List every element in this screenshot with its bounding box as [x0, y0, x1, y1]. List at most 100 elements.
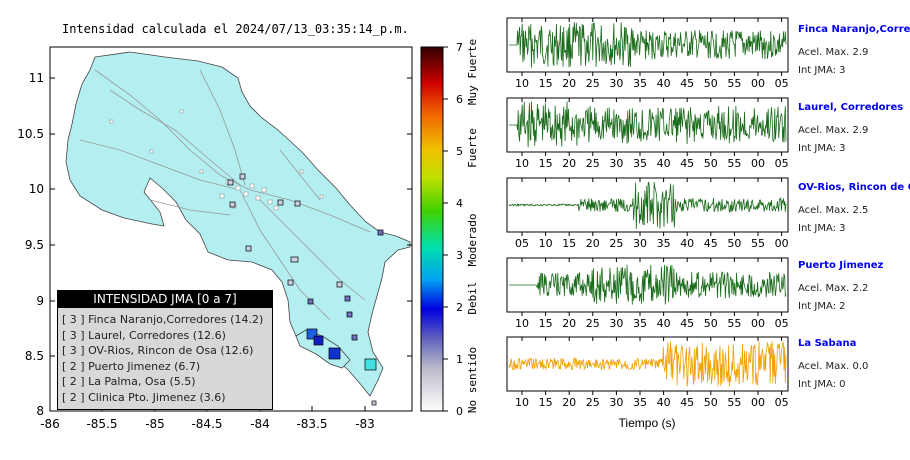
waveform-tick-label: 40 — [657, 77, 671, 90]
colorbar-label: Moderado — [466, 214, 479, 267]
waveform-tick-label: 35 — [633, 77, 647, 90]
station-intensity: Int JMA: 3 — [798, 223, 846, 234]
waveform-tick-label: 55 — [751, 237, 765, 250]
waveform-tick-label: 55 — [727, 317, 741, 330]
waveform-xlabel: Tiempo (s) — [619, 416, 676, 430]
map-y-tick-label: 11 — [29, 71, 44, 85]
colorbar-tick-label: 3 — [456, 249, 463, 262]
map-title: Intensidad calculada el 2024/07/13_03:35… — [62, 22, 409, 36]
station-intensity: Int JMA: 2 — [798, 301, 846, 312]
legend-item: [ 2 ] Clinica Pto. Jimenez (3.6) — [62, 390, 226, 404]
waveform-tick-label: 10 — [539, 237, 553, 250]
waveform-tick-label: 30 — [633, 237, 647, 250]
waveform-trace — [509, 22, 787, 68]
station-puerto-jimenez — [306, 328, 318, 340]
station-accel: Acel. Max. 2.9 — [798, 47, 869, 58]
waveform-tick-label: 15 — [539, 317, 553, 330]
station-accel: Acel. Max. 0.0 — [798, 361, 869, 372]
station-accel: Acel. Max. 2.9 — [798, 125, 869, 136]
colorbar-label: No sentido — [466, 347, 479, 413]
waveform-tick-label: 20 — [562, 317, 576, 330]
legend-item: [ 2 ] La Palma, Osa (5.5) — [62, 375, 196, 388]
station-name[interactable]: Finca Naranjo,Corredores — [798, 24, 910, 35]
waveform-tick-label: 35 — [633, 317, 647, 330]
map-y-tick-label: 8.5 — [25, 349, 44, 363]
station-name[interactable]: La Sabana — [798, 338, 857, 349]
intensity-legend: INTENSIDAD JMA [0 a 7] [ 3 ] Finca Naran… — [57, 290, 273, 410]
waveform-tick-label: 40 — [657, 157, 671, 170]
waveform-tick-label: 45 — [680, 77, 694, 90]
station-intensity: Int JMA: 3 — [798, 143, 846, 154]
map-x-axis: -86 -85.5 -85 -84.5 -84 -83.5 -83 — [40, 406, 375, 431]
map-x-tick-label: -84 — [250, 417, 270, 431]
waveform-tick-label: 20 — [562, 396, 576, 409]
legend-item: [ 3 ] Laurel, Corredores (12.6) — [62, 328, 226, 342]
station-intensity: Int JMA: 0 — [798, 379, 846, 390]
colorbar-tick-label: 7 — [456, 41, 463, 54]
waveform-tick-label: 15 — [562, 237, 576, 250]
waveform-tick-label: 00 — [751, 317, 765, 330]
map-x-tick-label: -83.5 — [296, 417, 327, 431]
waveform-tick-label: 45 — [680, 157, 694, 170]
waveform-tick-label: 55 — [727, 396, 741, 409]
waveform-tick-label: 05 — [775, 317, 789, 330]
waveform-tick-label: 25 — [586, 77, 600, 90]
map-y-tick-label: 10 — [29, 182, 44, 196]
legend-title: INTENSIDAD JMA [0 a 7] — [58, 291, 272, 308]
legend-list: [ 3 ] Finca Naranjo,Corredores (14.2) [ 3… — [58, 312, 272, 405]
waveform-tick-label: 20 — [562, 77, 576, 90]
waveform-tick-label: 10 — [515, 396, 529, 409]
waveform-tick-label: 25 — [609, 237, 623, 250]
station-la-palma — [313, 335, 324, 346]
station-clinica — [328, 347, 341, 360]
station-name[interactable]: OV-Rios, Rincon de Os — [798, 182, 910, 193]
waveform-tick-label: 15 — [539, 157, 553, 170]
colorbar-label: Debil — [466, 281, 479, 314]
station-name[interactable]: Laurel, Corredores — [798, 102, 904, 113]
station-accel: Acel. Max. 2.2 — [798, 283, 869, 294]
waveform-tick-label: 45 — [680, 396, 694, 409]
colorbar-label: Fuerte — [466, 128, 479, 168]
waveform-tick-label: 05 — [515, 237, 529, 250]
station-name[interactable]: Puerto Jimenez — [798, 260, 884, 271]
waveform-tick-label: 50 — [704, 317, 718, 330]
waveform-tick-label: 50 — [727, 237, 741, 250]
waveform-tick-label: 35 — [633, 396, 647, 409]
waveform-tick-label: 30 — [609, 396, 623, 409]
waveform-tick-label: 40 — [657, 396, 671, 409]
waveform-panels: 10 15 20 25 30 35 40 45 50 55 00 05 10 15 20 25 30 35 40 45… — [506, 17, 789, 409]
colorbar-tick-label: 5 — [456, 145, 463, 158]
waveform-tick-label: 05 — [775, 396, 789, 409]
waveform-tick-label: 40 — [680, 237, 694, 250]
waveform-tick-label: 25 — [586, 317, 600, 330]
legend-item: [ 3 ] OV-Rios, Rincon de Osa (12.6) — [62, 344, 254, 357]
waveform-tick-label: 00 — [751, 77, 765, 90]
waveform-trace — [508, 181, 787, 229]
colorbar-labels: Muy Fuerte Fuerte Moderado Debil No sentido — [466, 39, 479, 413]
waveform-tick-label: 35 — [657, 237, 671, 250]
waveform-tick-label: 15 — [539, 396, 553, 409]
station-intensity: Int JMA: 3 — [798, 65, 846, 76]
waveform-tick-label: 40 — [657, 317, 671, 330]
waveform-tick-label: 00 — [751, 396, 765, 409]
waveform-tick-label: 30 — [609, 317, 623, 330]
legend-item: [ 2 ] Puerto Jimenez (6.7) — [62, 359, 201, 373]
waveform-tick-label: 30 — [609, 77, 623, 90]
waveform-tick-label: 50 — [704, 77, 718, 90]
waveform-trace — [508, 341, 787, 387]
waveform-tick-label: 00 — [775, 237, 789, 250]
colorbar-tick-label: 1 — [456, 353, 463, 366]
waveform-tick-label: 50 — [704, 157, 718, 170]
waveform-frame — [506, 97, 789, 153]
colorbar-ticks: 7 6 5 4 3 2 1 0 — [443, 41, 463, 418]
waveform-tick-label: 20 — [562, 157, 576, 170]
waveform-tick-label: 25 — [586, 157, 600, 170]
map-x-tick-label: -86 — [40, 417, 60, 431]
map-y-tick-label: 8 — [36, 404, 44, 418]
waveform-tick-label: 55 — [727, 77, 741, 90]
waveform-tick-label: 10 — [515, 317, 529, 330]
map-y-tick-label: 9.5 — [25, 238, 44, 252]
map-x-tick-label: -83 — [355, 417, 375, 431]
waveform-trace — [509, 264, 787, 305]
